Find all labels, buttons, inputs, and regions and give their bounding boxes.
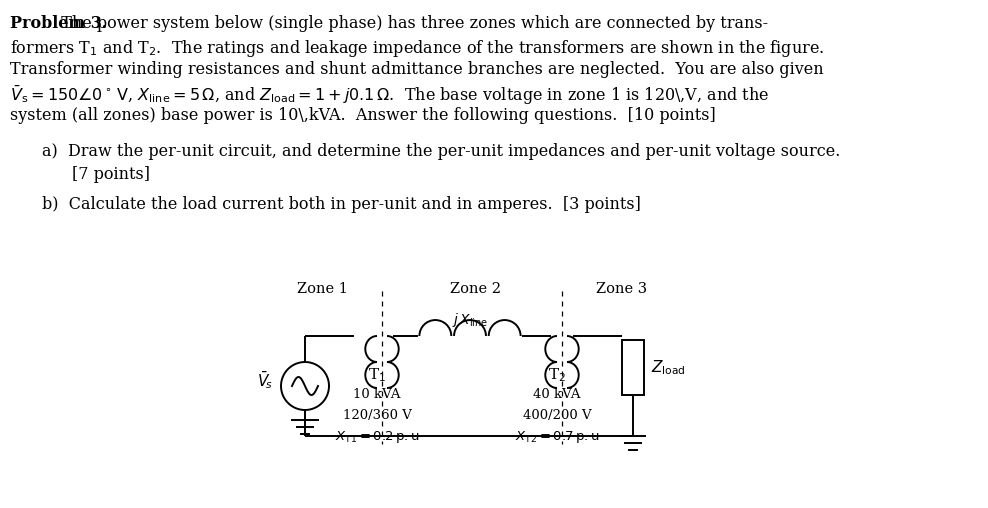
Text: Zone 2: Zone 2 <box>450 282 501 296</box>
Text: $\bar{V}_\mathrm{s} = 150\angle 0^\circ\,\mathrm{V}$, $X_\mathrm{line} = 5\,\Ome: $\bar{V}_\mathrm{s} = 150\angle 0^\circ\… <box>10 84 770 107</box>
Text: 400/200 V: 400/200 V <box>523 409 591 422</box>
Text: $j\,X_{\mathrm{line}}$: $j\,X_{\mathrm{line}}$ <box>452 311 488 329</box>
Text: Zone 3: Zone 3 <box>597 282 647 296</box>
Text: [7 points]: [7 points] <box>72 166 150 183</box>
Text: $X_{\mathrm{T2}} = 0.7\,\mathrm{p.u}$: $X_{\mathrm{T2}} = 0.7\,\mathrm{p.u}$ <box>515 429 600 445</box>
Text: $Z_{\mathrm{load}}$: $Z_{\mathrm{load}}$ <box>651 358 686 377</box>
Text: Zone 1: Zone 1 <box>296 282 348 296</box>
Text: Problem 3.: Problem 3. <box>10 15 108 32</box>
Text: $X_{\mathrm{T1}} = 0.2\,\mathrm{p.u}$: $X_{\mathrm{T1}} = 0.2\,\mathrm{p.u}$ <box>335 429 419 445</box>
Text: a)  Draw the per-unit circuit, and determine the per-unit impedances and per-uni: a) Draw the per-unit circuit, and determ… <box>42 143 841 160</box>
Text: system (all zones) base power is 10\,kVA.  Answer the following questions.  [10 : system (all zones) base power is 10\,kVA… <box>10 107 715 124</box>
Text: formers T$_1$ and T$_2$.  The ratings and leakage impedance of the transformers : formers T$_1$ and T$_2$. The ratings and… <box>10 38 824 59</box>
Bar <box>622 340 644 395</box>
Text: b)  Calculate the load current both in per-unit and in amperes.  [3 points]: b) Calculate the load current both in pe… <box>42 196 641 213</box>
Text: 120/360 V: 120/360 V <box>343 409 411 422</box>
Text: T$_1$: T$_1$ <box>368 366 386 384</box>
Text: $\bar{V}_{\!s}$: $\bar{V}_{\!s}$ <box>257 369 273 391</box>
Text: 40 kVA: 40 kVA <box>534 388 581 401</box>
Text: 10 kVA: 10 kVA <box>354 388 401 401</box>
Text: The power system below (single phase) has three zones which are connected by tra: The power system below (single phase) ha… <box>10 15 768 32</box>
Text: Transformer winding resistances and shunt admittance branches are neglected.  Yo: Transformer winding resistances and shun… <box>10 61 824 78</box>
Text: T$_2$: T$_2$ <box>548 366 566 384</box>
